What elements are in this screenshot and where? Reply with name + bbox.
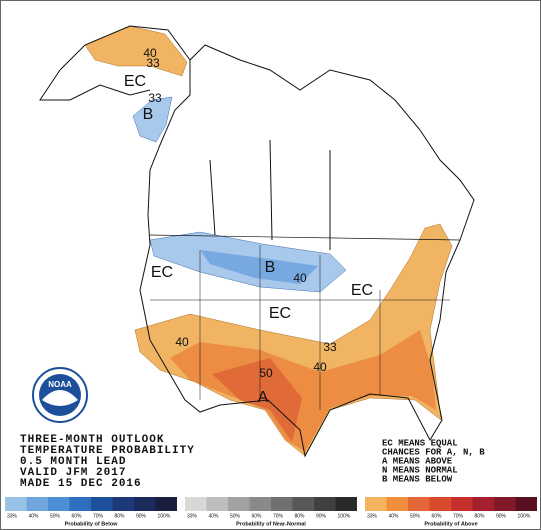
legend-swatch [408, 497, 430, 511]
legend-swatch [69, 497, 91, 511]
legend-label: 70% [273, 513, 284, 519]
legend-title: Probability of Near-Normal [236, 521, 306, 527]
map-label: B [265, 259, 276, 276]
map-label: 33 [323, 340, 337, 354]
legend-label: 80% [295, 513, 306, 519]
legend-label: 50% [230, 513, 241, 519]
region-below [132, 96, 173, 143]
map-label: 50 [259, 366, 273, 380]
legend-label: 90% [316, 513, 327, 519]
region-above [134, 223, 453, 457]
map-label: EC [269, 305, 291, 322]
title-line: VALID JFM 2017 [20, 467, 126, 479]
key-line: CHANCES FOR A, N, B [382, 447, 485, 457]
legend-label: 40% [389, 513, 400, 519]
title-line: 0.5 MONTH LEAD [20, 456, 126, 468]
legend-label: 100% [518, 513, 531, 519]
map-label: EC [124, 73, 146, 90]
legend-swatch [429, 497, 451, 511]
title-line: THREE-MONTH OUTLOOK [20, 434, 164, 446]
legend-swatch [271, 497, 293, 511]
legend-swatch [134, 497, 156, 511]
key-line: B MEANS BELOW [382, 474, 453, 484]
legend-swatch [91, 497, 113, 511]
legend-label: 70% [93, 513, 104, 519]
logo-text: NOAA [48, 380, 72, 389]
region-above-50 [212, 358, 302, 442]
legend-swatch [5, 497, 27, 511]
legend-swatch [206, 497, 228, 511]
map-label: 33 [148, 91, 162, 105]
legend-swatch [494, 497, 516, 511]
legend-swatch [112, 497, 134, 511]
key-line: EC MEANS EQUAL [382, 438, 458, 448]
legend-swatch [155, 497, 177, 511]
legend-label: 50% [410, 513, 421, 519]
title-line: MADE 15 DEC 2016 [20, 478, 142, 490]
legend-swatch [228, 497, 250, 511]
map-label: 33 [146, 56, 160, 70]
legend-swatch [48, 497, 70, 511]
legend-label: 80% [475, 513, 486, 519]
logo-bird [42, 390, 78, 406]
legend-title: Probability of Above [424, 521, 477, 527]
legend-swatch [386, 497, 408, 511]
legend-swatch [515, 497, 537, 511]
legend-swatch [472, 497, 494, 511]
legend-label: 90% [496, 513, 507, 519]
map-label: 40 [293, 271, 307, 285]
legend-label: 60% [432, 513, 443, 519]
legend-label: 70% [453, 513, 464, 519]
map-label: A [258, 389, 269, 406]
legend-label: 33% [367, 513, 378, 519]
legend-label: 60% [72, 513, 83, 519]
legend-label: 33% [7, 513, 18, 519]
legend-label: 80% [115, 513, 126, 519]
legend-swatch [314, 497, 336, 511]
legend-swatch [451, 497, 473, 511]
legend-label: 50% [50, 513, 61, 519]
map-outline [39, 25, 475, 458]
legend-swatch [365, 497, 387, 511]
legend-swatch [185, 497, 207, 511]
legend-swatch [249, 497, 271, 511]
region-above [84, 25, 188, 77]
legend-title: Probability of Below [65, 521, 119, 527]
map-label: 40 [313, 360, 327, 374]
legend-label: 33% [187, 513, 198, 519]
key-line: N MEANS NORMAL [382, 465, 458, 475]
legend-label: 100% [158, 513, 171, 519]
legend-label: 100% [338, 513, 351, 519]
legend-label: 40% [29, 513, 40, 519]
map-label: 40 [175, 335, 189, 349]
map-label: 40 [143, 46, 157, 60]
region-below-40 [200, 250, 318, 284]
legend-label: 90% [136, 513, 147, 519]
region-above-40 [170, 330, 436, 452]
title-line: TEMPERATURE PROBABILITY [20, 445, 195, 457]
legend-swatch [335, 497, 357, 511]
legend-swatch [292, 497, 314, 511]
legend-label: 60% [252, 513, 263, 519]
map-label: EC [351, 282, 373, 299]
legend-swatch [26, 497, 48, 511]
map-label: EC [151, 264, 173, 281]
map-label: B [143, 106, 154, 123]
key-line: A MEANS ABOVE [382, 456, 453, 466]
legend-label: 40% [209, 513, 220, 519]
